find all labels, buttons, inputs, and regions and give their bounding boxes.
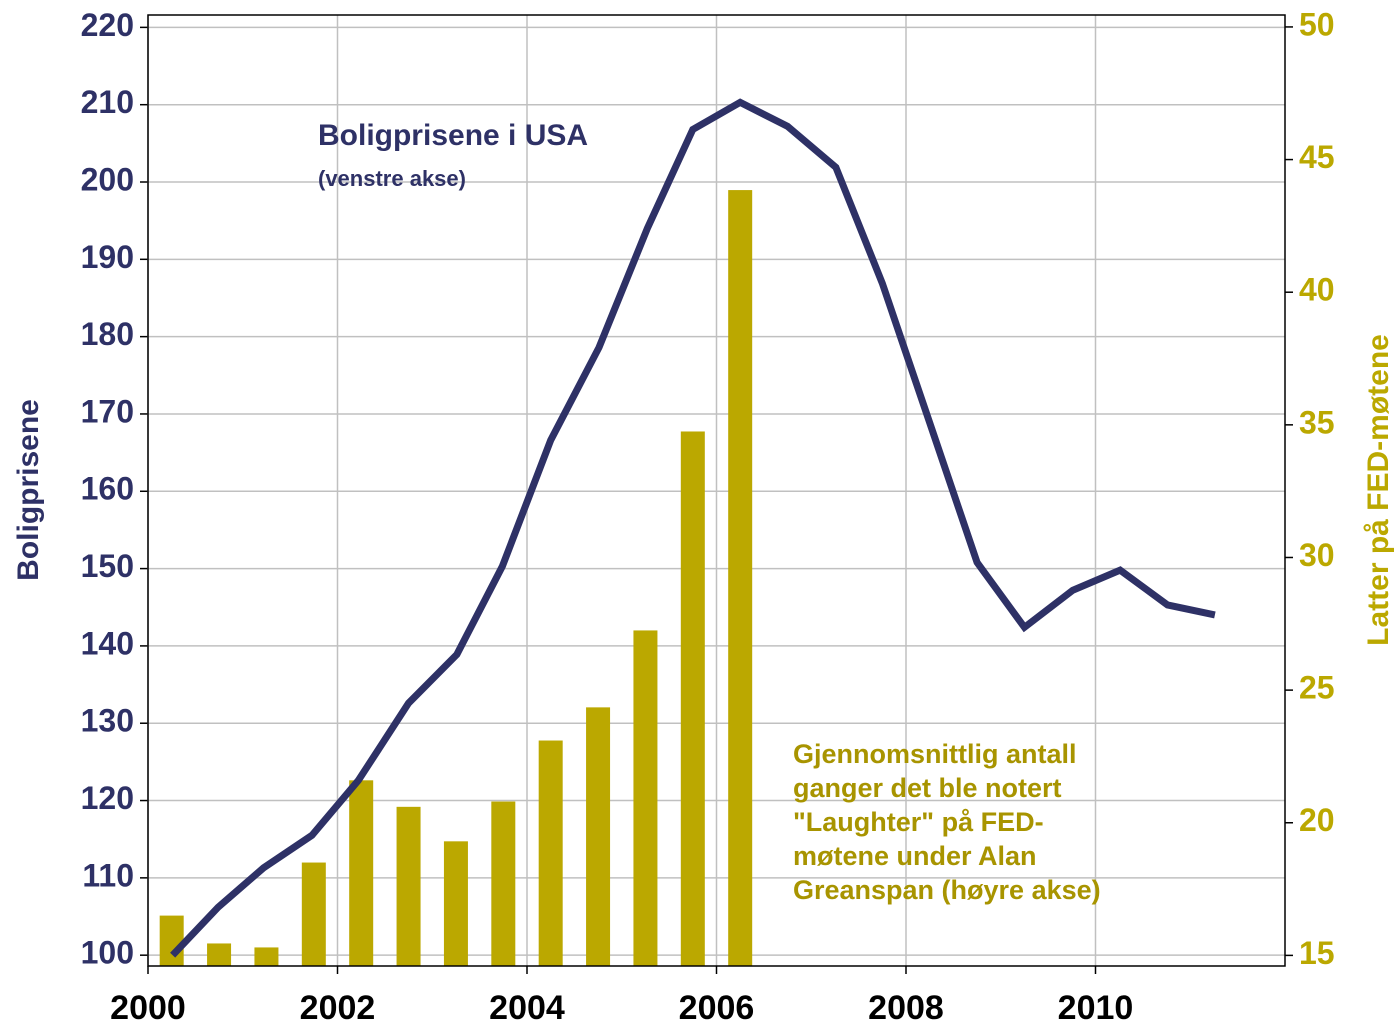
bar: [680, 431, 705, 966]
annotation: "Laughter" på FED-: [793, 807, 1044, 837]
annotation: Boligprisene i USA: [318, 119, 588, 152]
y-tick-label: 150: [81, 548, 134, 584]
y-axis-label: Boligprisene: [12, 399, 45, 581]
line: [170, 98, 1216, 958]
bar: [586, 707, 611, 966]
y-tick-label: 110: [82, 857, 134, 893]
y2-tick-label: 15: [1299, 935, 1335, 971]
y-tick-label: 100: [81, 935, 134, 971]
y2-tick-label: 40: [1299, 272, 1335, 308]
y-tick-label: 200: [81, 161, 134, 197]
bar: [396, 806, 421, 966]
x-tick-label: 2002: [300, 989, 376, 1027]
annotation: Greanspan (høyre akse): [793, 875, 1101, 905]
annotation: ganger det ble notert: [793, 773, 1062, 803]
y-tick-label: 180: [81, 316, 134, 352]
y-tick-label: 210: [81, 84, 134, 120]
bar: [633, 630, 658, 966]
y-tick-label: 170: [81, 393, 134, 429]
y2-tick-label: 35: [1299, 404, 1335, 440]
y2-tick-label: 45: [1299, 139, 1335, 175]
y-tick-label: 140: [81, 625, 134, 661]
x-tick-label: 2000: [110, 989, 186, 1027]
plot-frame: [147, 14, 1286, 967]
annotation: (venstre akse): [318, 166, 466, 191]
bar: [443, 841, 468, 966]
bar: [254, 947, 279, 966]
x-tick-label: 2008: [868, 989, 944, 1027]
bar: [207, 943, 232, 966]
annotation: møtene under Alan: [793, 841, 1037, 871]
y-tick-label: 120: [81, 780, 134, 816]
y2-axis-label: Latter på FED-møtene: [1362, 334, 1395, 646]
bar: [159, 915, 184, 966]
bar: [349, 780, 374, 966]
bar: [538, 740, 563, 966]
bar: [728, 190, 753, 967]
bar: [301, 862, 326, 966]
y-tick-label: 130: [81, 703, 134, 739]
bar: [491, 801, 516, 966]
y2-tick-label: 30: [1299, 537, 1335, 573]
y2-tick-label: 25: [1299, 670, 1335, 706]
y2-tick-label: 20: [1299, 802, 1335, 838]
annotation: Gjennomsnittlig antall: [793, 739, 1077, 769]
y-tick-label: 160: [81, 471, 134, 507]
y-tick-label: 190: [81, 239, 134, 275]
x-tick-label: 2004: [489, 989, 565, 1027]
x-tick-label: 2006: [679, 989, 755, 1027]
y-tick-label: 220: [81, 7, 134, 43]
y2-tick-label: 50: [1299, 6, 1335, 42]
x-tick-label: 2010: [1058, 989, 1134, 1027]
